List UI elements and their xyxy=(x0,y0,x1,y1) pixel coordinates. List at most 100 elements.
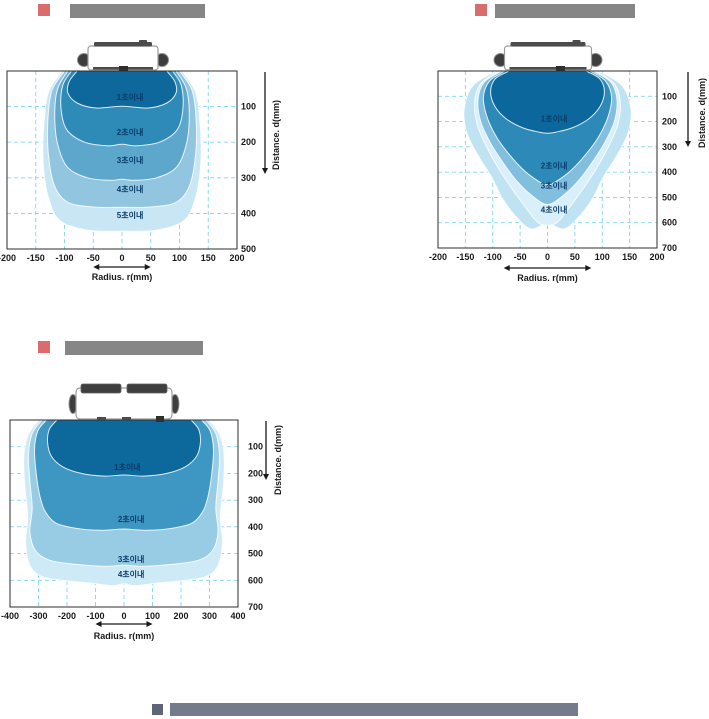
x-tick-label: 0 xyxy=(121,611,126,621)
zone-label: 3초이내 xyxy=(117,155,144,165)
radius-arrowhead-right xyxy=(144,264,151,270)
y-tick-label: 200 xyxy=(241,137,256,147)
x-tick-label: 300 xyxy=(202,611,217,621)
y-tick-label: 500 xyxy=(248,549,263,559)
device-panel-left xyxy=(80,383,122,394)
y-tick-label: 400 xyxy=(241,208,256,218)
distance-arrowhead xyxy=(685,141,691,147)
zone-label: 4초이내 xyxy=(118,569,145,579)
zone-areas xyxy=(23,420,225,587)
radius-arrowhead-left xyxy=(95,621,102,627)
y-tick-label: 300 xyxy=(241,173,256,183)
section-title-bar xyxy=(65,341,203,355)
zone-area-1초이내 xyxy=(47,420,201,477)
y-tick-label: 300 xyxy=(662,142,677,152)
x-tick-label: -50 xyxy=(514,252,527,262)
robot-device-front-illustration xyxy=(77,40,169,71)
sensor-nub xyxy=(119,66,128,71)
sensing-range-chart-2: 4초이내 3초이내 2초이내 1초이내 -200 -150 -100 -50 0 50 100 150… xyxy=(429,40,707,283)
robot-device-front-illustration xyxy=(493,40,603,71)
zone-label: 2초이내 xyxy=(118,514,145,524)
zone-label: 3초이내 xyxy=(541,181,568,191)
zone-label: 1초이내 xyxy=(541,114,568,124)
x-tick-label: 50 xyxy=(570,252,580,262)
y-axis-label: Distance. d(mm) xyxy=(273,425,283,495)
y-axis-label: Distance. d(mm) xyxy=(271,100,281,170)
section-title-bar xyxy=(495,4,635,18)
footer-bar xyxy=(170,703,578,716)
zone-label: 4초이내 xyxy=(117,184,144,194)
x-tick-label: -200 xyxy=(0,253,16,263)
x-tick-label: -150 xyxy=(27,253,45,263)
sensor-nub xyxy=(556,66,565,71)
robot-device-top-illustration xyxy=(68,383,180,422)
zone-area-1초이내 xyxy=(490,71,605,134)
x-tick-label: -200 xyxy=(58,611,76,621)
zone-label: 1초이내 xyxy=(114,462,141,472)
x-tick-label: -300 xyxy=(29,611,47,621)
distance-arrowhead xyxy=(263,474,269,480)
zone-label: 3초이내 xyxy=(118,554,145,564)
x-tick-label: -100 xyxy=(484,252,502,262)
x-tick-label: 50 xyxy=(146,253,156,263)
x-tick-label: -100 xyxy=(86,611,104,621)
radius-arrowhead-right xyxy=(146,621,153,627)
zone-label: 1초이내 xyxy=(117,92,144,102)
y-tick-label: 600 xyxy=(248,575,263,585)
y-axis-label: Distance. d(mm) xyxy=(697,78,707,148)
zone-areas xyxy=(463,71,632,230)
x-tick-label: 200 xyxy=(649,252,664,262)
distance-arrowhead xyxy=(262,168,268,174)
y-tick-label: 700 xyxy=(662,243,677,253)
x-tick-label: 100 xyxy=(172,253,187,263)
zone-label: 2초이내 xyxy=(541,160,568,170)
zone-areas xyxy=(42,71,202,232)
x-tick-label: -150 xyxy=(456,252,474,262)
x-tick-label: -50 xyxy=(87,253,100,263)
x-axis-label: Radius. r(mm) xyxy=(517,273,578,283)
x-axis-label: Radius. r(mm) xyxy=(94,631,155,641)
x-tick-label: -400 xyxy=(1,611,19,621)
y-tick-label: 500 xyxy=(662,192,677,202)
y-tick-label: 100 xyxy=(241,102,256,112)
x-tick-label: 200 xyxy=(229,253,244,263)
y-tick-label: 500 xyxy=(241,244,256,254)
device-top-bar xyxy=(510,42,586,47)
radius-arrowhead-right xyxy=(585,265,592,271)
x-tick-label: -200 xyxy=(429,252,447,262)
y-tick-label: 100 xyxy=(248,442,263,452)
x-tick-label: 100 xyxy=(595,252,610,262)
zone-label: 5초이내 xyxy=(117,210,144,220)
sensing-range-chart-3: 4초이내 3초이내 2초이내 1초이내 -400 -300 -200 -100 0 100 200 3… xyxy=(1,383,283,641)
device-foot xyxy=(122,417,131,420)
x-tick-label: 0 xyxy=(545,252,550,262)
device-top-nub xyxy=(139,40,147,43)
zone-label: 2초이내 xyxy=(117,127,144,137)
radius-arrowhead-left xyxy=(93,264,100,270)
sensing-range-chart-1: 5초이내 4초이내 3초이내 2초이내 1초이내 -200 -150 -100 -50 0 50 10… xyxy=(0,40,281,282)
y-tick-label: 300 xyxy=(248,495,263,505)
zone-label: 4초이내 xyxy=(541,205,568,215)
device-bottom-strip xyxy=(509,67,587,70)
y-tick-label: 400 xyxy=(248,522,263,532)
sensor-nub xyxy=(156,416,164,422)
y-tick-label: 200 xyxy=(662,117,677,127)
y-tick-label: 700 xyxy=(248,602,263,612)
footer-square xyxy=(152,704,163,715)
x-tick-label: 400 xyxy=(230,611,245,621)
x-tick-label: 0 xyxy=(119,253,124,263)
x-tick-label: 150 xyxy=(622,252,637,262)
y-tick-label: 100 xyxy=(662,91,677,101)
radius-arrowhead-left xyxy=(503,265,510,271)
y-tick-label: 600 xyxy=(662,218,677,228)
device-foot xyxy=(97,417,106,420)
device-top-nub xyxy=(572,40,581,43)
x-axis-label: Radius. r(mm) xyxy=(92,272,153,282)
y-tick-label: 200 xyxy=(248,468,263,478)
x-tick-label: 200 xyxy=(173,611,188,621)
device-top-bar xyxy=(94,42,152,47)
device-body xyxy=(503,45,593,71)
plot-border xyxy=(437,70,658,249)
zone-area-1초이내 xyxy=(66,71,178,109)
